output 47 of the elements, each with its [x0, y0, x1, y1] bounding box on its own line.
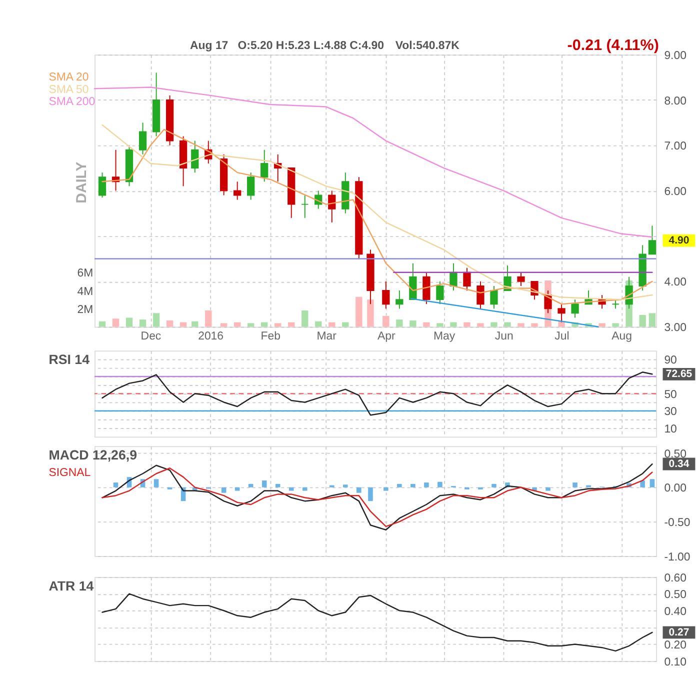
x-tick-label: Jun [494, 330, 514, 343]
y-tick-label: 30 [664, 406, 677, 418]
text: SIGNAL [48, 466, 91, 479]
chart-title: RSI 14 [48, 352, 90, 368]
annotation: 72.65 [666, 368, 692, 380]
text: Vol:540.87K [395, 40, 460, 52]
y-tick-label: -1.00 [664, 551, 690, 564]
y-tick-label: 0.40 [664, 606, 686, 618]
y-tick-label: -0.50 [664, 516, 690, 529]
y-tick-label: 0.60 [664, 572, 686, 584]
y2-tick-label: 4M [77, 286, 94, 298]
y-tick-label: 3.00 [664, 322, 686, 334]
text: SMA 50 [48, 84, 89, 96]
y-tick-label: 0.10 [664, 656, 686, 668]
text: Aug 17 [190, 40, 228, 52]
y-tick-label: 0.00 [664, 482, 686, 495]
y2-tick-label: 6M [77, 268, 94, 280]
x-tick-label: Feb [260, 330, 280, 343]
x-tick-label: Jul [554, 330, 570, 343]
x-tick-label: Apr [377, 330, 396, 343]
x-tick-label: Dec [140, 330, 162, 343]
y-tick-label: 10 [664, 423, 677, 436]
text: O:5.20 H:5.23 L:4.88 C:4.90 [238, 40, 384, 52]
y-tick-label: 9.00 [664, 50, 686, 62]
annotation: 0.27 [668, 626, 690, 638]
x-tick-label: Mar [316, 330, 337, 343]
annotation: 4.90 [668, 234, 690, 246]
x-tick-label: Aug [612, 330, 632, 343]
y-tick-label: 90 [664, 354, 677, 367]
y-tick-label: 4.00 [664, 276, 686, 289]
x-tick-label: May [433, 330, 456, 343]
x-tick-label: 2016 [198, 330, 224, 343]
chart-title: MACD 12,26,9 [48, 448, 138, 463]
y-tick-label: 0.50 [664, 589, 686, 602]
y-tick-label: 0.50 [664, 448, 686, 460]
chart-title: ATR 14 [48, 578, 94, 594]
text: -0.21 (4.11%) [567, 36, 659, 54]
y-tick-label: 7.00 [664, 140, 686, 153]
text: SMA 20 [48, 71, 89, 84]
y2-axis-title: DAILY [74, 161, 90, 204]
y-tick-label: 0.20 [664, 640, 686, 652]
series-label: SMA 200 [48, 96, 96, 108]
y-tick-label: 8.00 [664, 95, 686, 108]
y-tick-label: 6.00 [664, 186, 686, 198]
y-tick-label: 50 [664, 388, 677, 401]
y2-tick-label: 2M [77, 304, 94, 316]
annotation: 0.34 [668, 458, 690, 470]
